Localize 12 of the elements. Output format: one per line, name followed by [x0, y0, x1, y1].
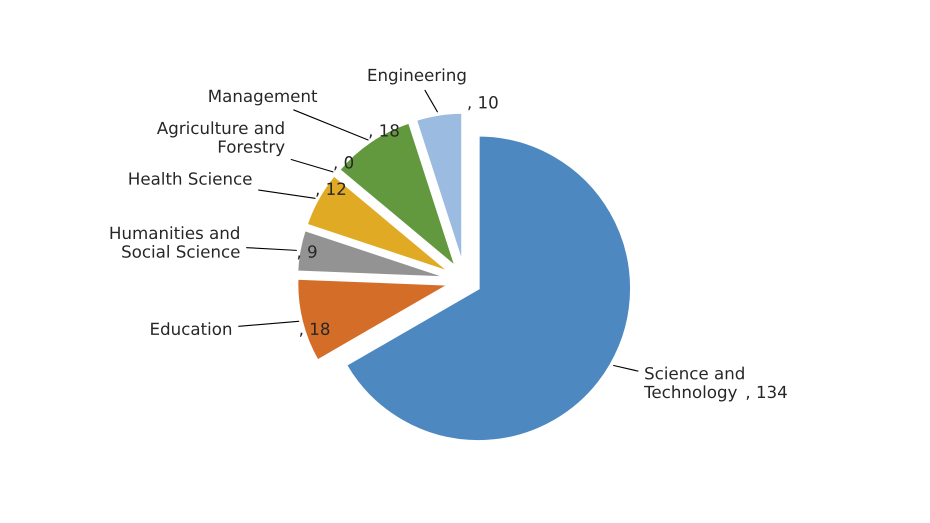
data-label: , 9: [298, 245, 316, 260]
slice-label: Engineering: [368, 68, 466, 84]
slice-label: Education: [151, 322, 232, 336]
category-label: Agriculture and Forestry: [156, 121, 285, 156]
data-label: , 12: [316, 182, 346, 197]
data-label: , 18: [300, 322, 330, 337]
slice-label: Health Science: [129, 172, 252, 185]
slice-label: Humanities and Social Science: [110, 226, 240, 258]
data-label: , 134: [746, 386, 787, 400]
slice-label: Management: [209, 90, 318, 106]
slice-label: Science and Technology: [644, 366, 744, 402]
data-label: , 10: [468, 96, 498, 110]
